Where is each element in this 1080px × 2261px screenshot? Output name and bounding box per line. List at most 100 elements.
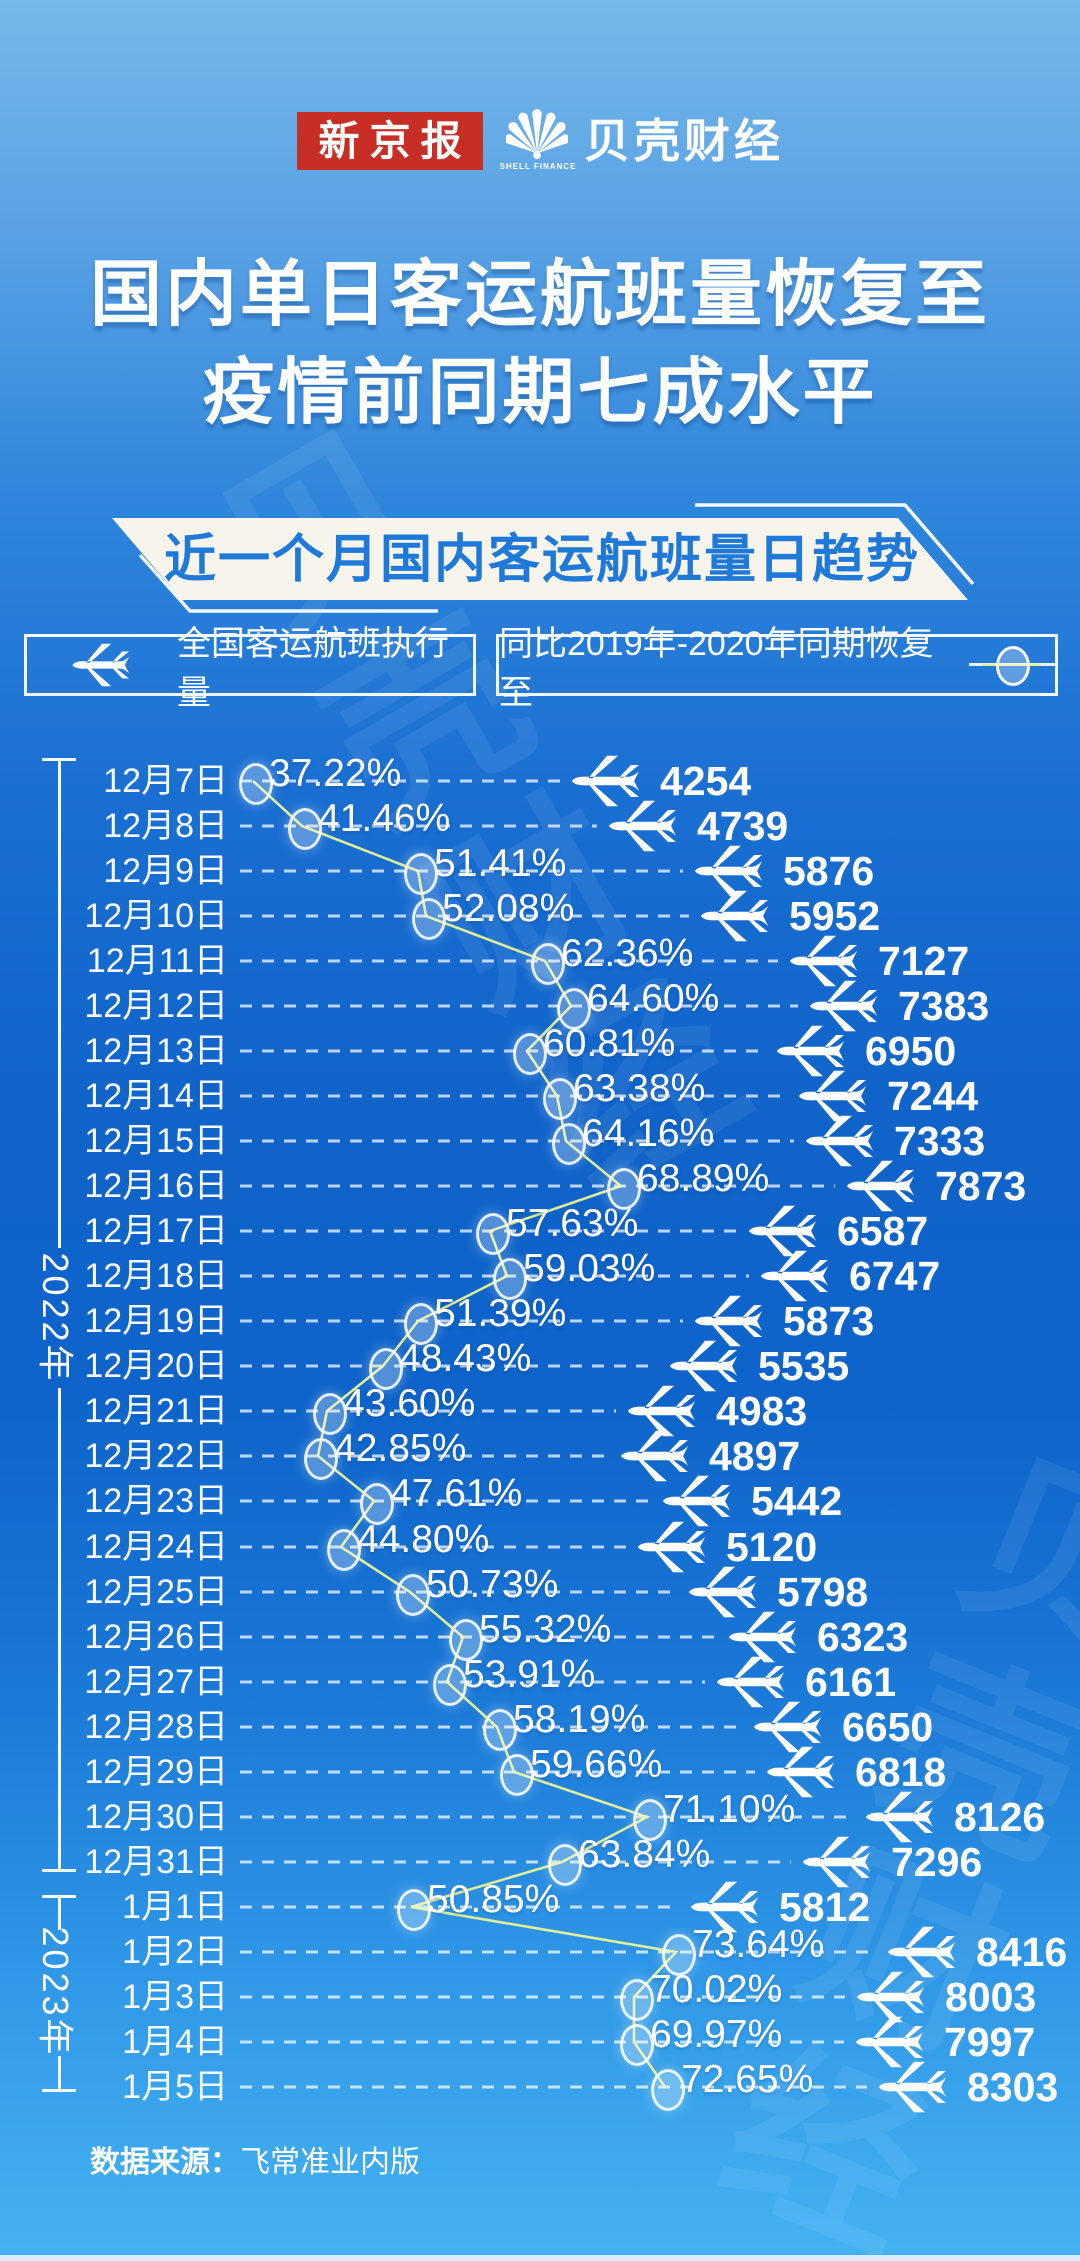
flights-count-label: 6650 — [842, 1704, 934, 1750]
bracket-tick — [42, 2089, 76, 2092]
date-label: 12月20日 — [84, 1347, 228, 1385]
plane-icon — [769, 1019, 855, 1083]
date-label: 1月4日 — [122, 2023, 228, 2061]
recovery-percent-label: 41.46% — [318, 797, 451, 840]
flights-count-label: 7383 — [898, 983, 990, 1029]
flights-count-label: 6818 — [855, 1749, 947, 1795]
recovery-percent-label: 53.91% — [463, 1653, 596, 1696]
recovery-marker — [651, 2069, 685, 2111]
flights-count-label: 8303 — [967, 2064, 1059, 2110]
plane-icon — [721, 1605, 807, 1669]
flights-count-label: 8003 — [945, 1974, 1037, 2020]
date-label: 12月11日 — [86, 942, 228, 980]
data-source-value: 飞常准业内版 — [240, 2146, 420, 2179]
date-label: 12月29日 — [84, 1753, 228, 1791]
recovery-marker — [397, 1889, 431, 1931]
flights-count-label: 5952 — [789, 893, 881, 939]
recovery-percent-label: 63.84% — [578, 1833, 711, 1876]
plane-icon — [655, 1469, 741, 1533]
date-label: 12月10日 — [84, 897, 228, 935]
plane-icon — [746, 1695, 832, 1759]
plane-icon — [67, 638, 137, 692]
recovery-marker — [662, 1934, 696, 1976]
legend-flights-label: 全国客运航班执行量 — [177, 625, 449, 712]
date-label: 12月17日 — [84, 1212, 228, 1250]
date-label: 12月27日 — [84, 1663, 228, 1701]
recovery-percent-label: 64.60% — [587, 977, 720, 1020]
plane-icon — [849, 1965, 935, 2029]
recovery-marker — [304, 1438, 338, 1480]
date-label: 12月24日 — [84, 1528, 228, 1566]
plane-icon — [630, 1515, 716, 1579]
recovery-marker — [288, 808, 322, 850]
recovery-marker — [557, 988, 591, 1030]
flights-count-label: 4897 — [709, 1433, 801, 1479]
marker-ellipse — [996, 646, 1030, 686]
recovery-marker — [513, 1033, 547, 1075]
data-source: 数据来源：飞常准业内版 — [90, 2142, 420, 2184]
flights-count-label: 5798 — [777, 1569, 869, 1615]
recovery-percent-label: 73.64% — [692, 1923, 825, 1966]
recovery-percent-label: 51.39% — [434, 1292, 567, 1335]
flights-count-label: 7997 — [944, 2019, 1036, 2065]
recovery-marker — [433, 1664, 467, 1706]
recovery-percent-label: 68.89% — [637, 1157, 770, 1200]
recovery-marker — [552, 1123, 586, 1165]
date-label: 12月16日 — [84, 1167, 228, 1205]
recovery-percent-label: 57.63% — [506, 1202, 639, 1245]
recovery-marker-icon — [969, 643, 1055, 687]
recovery-marker — [531, 943, 565, 985]
flights-count-label: 7296 — [891, 1839, 983, 1885]
shell-logo-subtext: SHELL FINANCE — [499, 162, 577, 171]
plane-icon — [620, 1379, 706, 1443]
flights-count-label: 8416 — [976, 1929, 1068, 1975]
shell-logo-icon — [503, 103, 571, 161]
flights-count-label: 7127 — [878, 938, 970, 984]
date-label: 12月14日 — [84, 1077, 228, 1115]
recovery-marker — [476, 1213, 510, 1255]
flights-count-label: 8126 — [954, 1794, 1046, 1840]
recovery-percent-label: 42.85% — [334, 1427, 467, 1470]
recovery-marker — [369, 1348, 403, 1390]
legend-recovery-label: 同比2019年-2020年同期恢复至 — [499, 625, 934, 712]
bracket-tick — [42, 1869, 76, 1872]
recovery-marker — [620, 2024, 654, 2066]
plane-icon — [601, 794, 687, 858]
plane-icon — [662, 1334, 748, 1398]
date-label: 12月18日 — [84, 1257, 228, 1295]
recovery-percent-label: 50.73% — [426, 1563, 559, 1606]
flights-count-label: 6587 — [837, 1208, 929, 1254]
plane-icon — [687, 1289, 773, 1353]
recovery-marker — [449, 1619, 483, 1661]
date-label: 12月31日 — [84, 1843, 228, 1881]
date-label: 12月28日 — [84, 1708, 228, 1746]
date-label: 12月8日 — [103, 807, 228, 845]
recovery-percent-label: 37.22% — [269, 752, 402, 795]
recovery-marker — [313, 1393, 347, 1435]
recovery-marker — [412, 898, 446, 940]
recovery-marker — [327, 1529, 361, 1571]
date-label: 12月9日 — [103, 852, 228, 890]
recovery-percent-label: 63.38% — [573, 1067, 706, 1110]
plane-icon — [709, 1650, 795, 1714]
flights-count-label: 4739 — [697, 803, 789, 849]
recovery-marker — [548, 1844, 582, 1886]
flights-count-label: 5812 — [779, 1884, 871, 1930]
recovery-marker — [396, 1574, 430, 1616]
plane-icon — [687, 839, 773, 903]
legend-flights: 全国客运航班执行量 — [24, 625, 476, 712]
flights-count-label: 5873 — [783, 1298, 875, 1344]
recovery-percent-label: 71.10% — [663, 1788, 796, 1831]
plane-icon — [795, 1830, 881, 1894]
date-label: 12月15日 — [84, 1122, 228, 1160]
date-label: 1月2日 — [122, 1933, 228, 1971]
plane-icon — [759, 1740, 845, 1804]
date-label: 12月12日 — [84, 987, 228, 1025]
recovery-percent-label: 70.02% — [650, 1968, 783, 2011]
recovery-percent-label: 55.32% — [479, 1608, 612, 1651]
title-line1: 国内单日客运航班量恢复至 — [89, 255, 990, 335]
page-title: 国内单日客运航班量恢复至 疫情前同期七成水平 — [0, 246, 1080, 442]
recovery-marker — [404, 1303, 438, 1345]
plane-icon — [753, 1244, 839, 1308]
plane-icon — [791, 1064, 877, 1128]
